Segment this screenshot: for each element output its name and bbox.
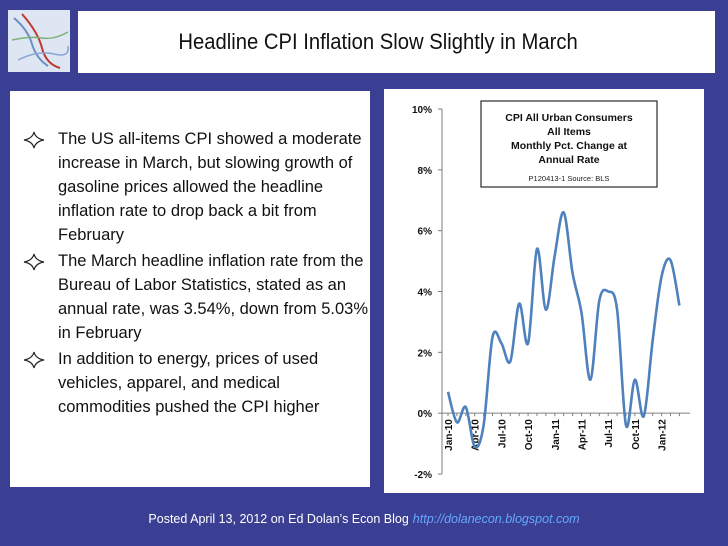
x-tick-label: Oct-11 [631, 419, 642, 450]
bullet-item: The March headline inflation rate from t… [10, 249, 370, 345]
chart-title-line: CPI All Urban Consumers [505, 112, 633, 124]
blog-link[interactable]: http://dolanecon.blogspot.com [412, 512, 580, 526]
bullet-text: In addition to energy, prices of used ve… [58, 350, 320, 416]
chart-title-line: Monthly Pct. Change at [511, 140, 628, 152]
bullet-list: The US all-items CPI showed a moderate i… [10, 127, 370, 421]
bullet-panel: The US all-items CPI showed a moderate i… [10, 91, 370, 487]
footer: Posted April 13, 2012 on Ed Dolan’s Econ… [0, 512, 728, 526]
x-tick-label: Jan-10 [444, 419, 455, 451]
x-tick-label: Apr-11 [578, 419, 589, 451]
x-tick-label: Jan-12 [658, 419, 669, 451]
diamond-bullet-icon [23, 131, 45, 149]
cpi-line-chart: -2% 0% 2% 4% 6% 8% 10% Jan-10 Apr-10 Jul-10 Oct-1… [384, 89, 704, 493]
y-tick-label: 4% [418, 288, 433, 299]
x-tick-label: Jan-11 [551, 419, 562, 451]
chart-source: P120413-1 Source: BLS [529, 174, 610, 183]
y-tick-label: 8% [418, 166, 433, 177]
chart-title: CPI All Urban Consumers All Items Monthly … [505, 112, 633, 166]
chart-title-line: All Items [547, 126, 591, 138]
x-tick-label: Apr-10 [471, 419, 482, 451]
cpi-series-line [446, 211, 681, 449]
y-tick-label: 6% [418, 227, 433, 238]
y-tick-label: 10% [412, 105, 432, 116]
chart-title-line: Annual Rate [538, 154, 599, 166]
x-tick-label: Jul-10 [497, 419, 508, 448]
x-tick-label: Jul-11 [604, 419, 615, 448]
diamond-bullet-icon [23, 351, 45, 369]
footer-text: Posted April 13, 2012 on Ed Dolan’s Econ… [148, 512, 409, 526]
bullet-item: The US all-items CPI showed a moderate i… [10, 127, 370, 247]
blog-logo [8, 10, 70, 72]
y-tick-label: 0% [418, 409, 433, 420]
chart-title-box: CPI All Urban Consumers All Items Monthly … [480, 100, 658, 188]
bullet-item: In addition to energy, prices of used ve… [10, 347, 370, 419]
y-tick-label: 2% [418, 348, 433, 359]
slide-title: Headline CPI Inflation Slow Slightly in … [178, 29, 579, 54]
bullet-text: The US all-items CPI showed a moderate i… [58, 130, 362, 244]
y-tick-label: -2% [414, 470, 432, 481]
x-tick-label: Oct-10 [524, 419, 535, 451]
diamond-bullet-icon [23, 253, 45, 271]
slide-title-bar: Headline CPI Inflation Slow Slightly in … [78, 11, 715, 73]
chart-panel: -2% 0% 2% 4% 6% 8% 10% Jan-10 Apr-10 Jul-10 Oct-1… [384, 89, 704, 493]
bullet-text: The March headline inflation rate from t… [58, 252, 369, 342]
